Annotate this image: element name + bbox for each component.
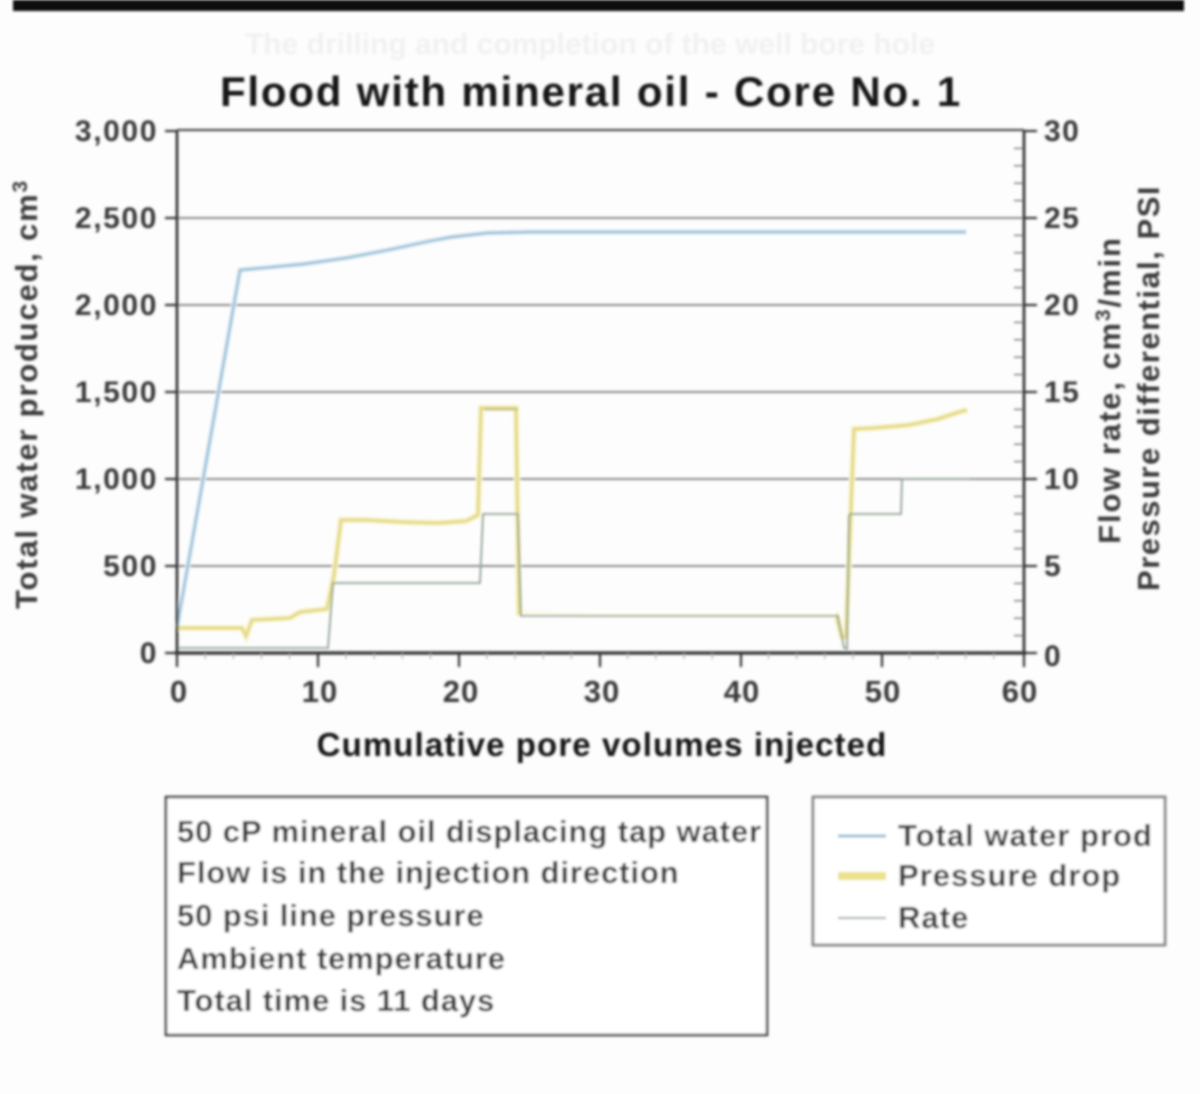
- svg-text:0: 0: [170, 674, 188, 709]
- svg-text:Pressure differential, PSI: Pressure differential, PSI: [1131, 185, 1166, 591]
- svg-text:1,500: 1,500: [75, 376, 158, 409]
- svg-text:60: 60: [1002, 674, 1038, 709]
- svg-text:50 psi line pressure: 50 psi line pressure: [177, 898, 484, 933]
- svg-text:Cumulative pore volumes inject: Cumulative pore volumes injected: [317, 726, 888, 763]
- svg-text:1,000: 1,000: [75, 463, 158, 496]
- svg-text:3,000: 3,000: [75, 115, 158, 148]
- svg-text:The drilling and completion of: The drilling and completion of the well …: [245, 28, 935, 61]
- svg-text:Total water prod: Total water prod: [898, 818, 1153, 853]
- svg-text:10: 10: [302, 674, 338, 709]
- svg-text:20: 20: [443, 674, 479, 709]
- svg-text:5: 5: [1044, 550, 1062, 583]
- svg-text:10: 10: [1044, 463, 1080, 496]
- svg-text:0: 0: [1044, 640, 1062, 673]
- svg-text:Flow rate, cm3/min: Flow rate, cm3/min: [1092, 236, 1127, 544]
- svg-text:30: 30: [1044, 115, 1080, 148]
- svg-text:2,500: 2,500: [75, 202, 158, 235]
- svg-text:25: 25: [1044, 202, 1080, 235]
- svg-text:15: 15: [1044, 376, 1080, 409]
- svg-text:Total time is 11 days: Total time is 11 days: [177, 983, 495, 1018]
- svg-text:Ambient temperature: Ambient temperature: [177, 941, 506, 976]
- svg-text:2,000: 2,000: [75, 289, 158, 322]
- svg-text:500: 500: [103, 550, 158, 583]
- svg-text:50 cP mineral oil displacing t: 50 cP mineral oil displacing tap water: [177, 814, 762, 849]
- svg-text:50: 50: [865, 674, 901, 709]
- svg-text:Flow is in the injection direc: Flow is in the injection direction: [177, 855, 680, 890]
- svg-text:20: 20: [1044, 289, 1080, 322]
- svg-text:40: 40: [724, 674, 760, 709]
- svg-text:Rate: Rate: [898, 900, 969, 935]
- svg-text:Pressure drop: Pressure drop: [898, 858, 1121, 893]
- svg-text:Flood with mineral oil - Core: Flood with mineral oil - Core No. 1: [220, 68, 962, 115]
- svg-text:0: 0: [140, 637, 158, 670]
- svg-text:30: 30: [584, 674, 620, 709]
- svg-text:Total water produced, cm3: Total water produced, cm3: [9, 179, 44, 609]
